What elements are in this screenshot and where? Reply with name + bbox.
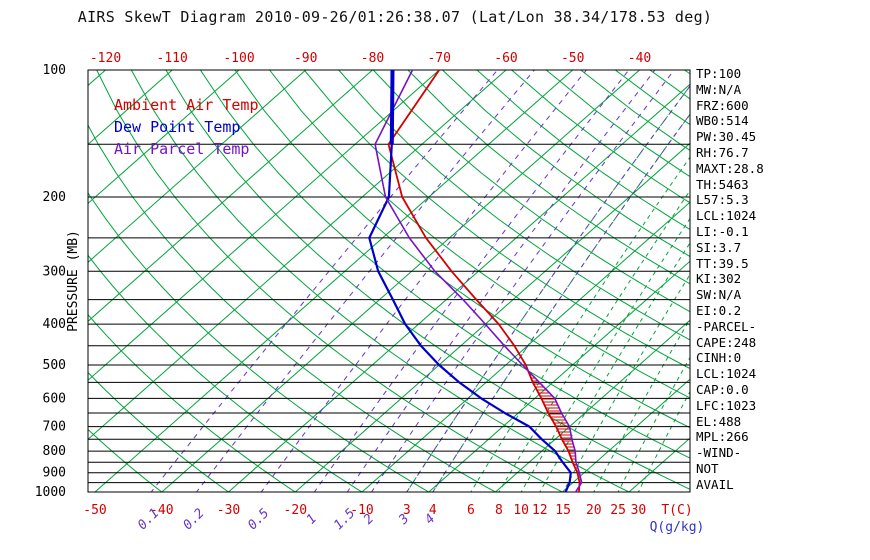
q-unit-label: Q(g/kg) (650, 520, 705, 535)
mixing-ratio-small-tick: 0.5 (245, 506, 272, 533)
plot-border (87, 69, 691, 493)
stat-line: CINH:0 (696, 350, 742, 366)
stat-line: EL:488 (696, 413, 742, 429)
stat-line: AVAIL (696, 476, 734, 492)
stat-line: SW:N/A (696, 287, 742, 303)
bottom-temp-tick: -20 (284, 503, 307, 518)
ambient-air-temp-curve (387, 70, 581, 492)
pressure-tick: 900 (43, 466, 66, 481)
stat-line: WB0:514 (696, 113, 749, 129)
top-temp-tick: -90 (294, 51, 317, 66)
stat-line: TT:39.5 (696, 255, 749, 271)
mixing-ratio-lines-purple (150, 70, 690, 492)
stat-line: NOT (696, 460, 719, 476)
pressure-axis-label: PRESSURE (MB) (66, 230, 81, 332)
top-temp-tick: -70 (427, 51, 450, 66)
stats-panel: TP:100 MW:N/A FRZ:600 WB0:514 PW:30.45 RH:76.… (696, 66, 764, 493)
stat-line: LCL:1024 (696, 366, 757, 382)
mixing-ratio-small-tick: 1 (304, 511, 320, 527)
top-temp-tick: -110 (157, 51, 188, 66)
pressure-tick: 1000 (35, 485, 66, 500)
top-temp-tick: -50 (561, 51, 584, 66)
pressure-tick: 800 (43, 444, 66, 459)
stat-line: TH:5463 (696, 176, 749, 192)
bottom-temp-tick: -10 (350, 503, 373, 518)
legend: Ambient Air Temp Dew Point Temp Air Parcel… (114, 94, 259, 160)
legend-dew-point-temp: Dew Point Temp (114, 118, 241, 136)
pressure-tick: 300 (43, 264, 66, 279)
dry-adiabat-lines (88, 70, 690, 492)
stat-line: SI:3.7 (696, 239, 742, 255)
pressure-tick: 600 (43, 391, 66, 406)
stat-line: EI:0.2 (696, 302, 742, 318)
top-temp-tick: -40 (628, 51, 651, 66)
mixing-ratio-tick: 10 (513, 503, 529, 518)
bottom-temp-tick: -50 (83, 503, 106, 518)
pressure-tick: 500 (43, 358, 66, 373)
pressure-tick: 200 (43, 190, 66, 205)
top-temp-tick: -120 (90, 51, 121, 66)
temp-unit-label: T(C) (661, 503, 692, 518)
mixing-ratio-tick: 30 (631, 503, 647, 518)
stat-line: -WIND- (696, 445, 742, 461)
top-temp-tick: -100 (223, 51, 254, 66)
stat-line: MPL:266 (696, 429, 749, 445)
bottom-temp-tick: -30 (217, 503, 240, 518)
stat-line: PW:30.45 (696, 129, 757, 145)
bottom-temp-tick: -40 (150, 503, 173, 518)
top-temp-tick: -80 (361, 51, 384, 66)
legend-air-parcel-temp: Air Parcel Temp (114, 140, 250, 158)
top-temp-tick: -60 (494, 51, 517, 66)
mixing-ratio-tick: 6 (467, 503, 475, 518)
stat-line: LI:-0.1 (696, 223, 749, 239)
air-parcel-temp-curve (374, 70, 583, 492)
mixing-ratio-tick: 12 (532, 503, 548, 518)
pressure-tick: 100 (43, 63, 66, 78)
stat-line: KI:302 (696, 271, 742, 287)
stat-line: CAPE:248 (696, 334, 757, 350)
mixing-ratio-tick: 25 (610, 503, 626, 518)
stat-line: -PARCEL- (696, 318, 757, 334)
chart-title: AIRS SkewT Diagram 2010-09-26/01:26:38.0… (77, 8, 713, 26)
pressure-tick: 700 (43, 420, 66, 435)
mixing-ratio-tick: 20 (586, 503, 602, 518)
stat-line: MAXT:28.8 (696, 160, 764, 176)
mixing-ratio-tick: 4 (429, 503, 437, 518)
stat-line: L57:5.3 (696, 192, 749, 208)
stat-line: MW:N/A (696, 81, 742, 97)
mixing-ratio-tick: 15 (555, 503, 571, 518)
mixing-ratio-tick: 3 (403, 503, 411, 518)
mixing-ratio-tick: 8 (495, 503, 503, 518)
mixing-ratio-small-tick: 0.2 (180, 506, 207, 533)
stat-line: TP:100 (696, 66, 742, 81)
stat-line: LFC:1023 (696, 397, 757, 413)
stat-line: CAP:0.0 (696, 381, 749, 397)
dewpoint-top-bold-segment (389, 69, 395, 145)
stat-line: RH:76.7 (696, 144, 749, 160)
stat-line: FRZ:600 (696, 97, 749, 113)
pressure-tick: 400 (43, 317, 66, 332)
dew-point-temp-curve (368, 70, 572, 492)
stat-line: LCL:1024 (696, 208, 757, 224)
legend-ambient-air-temp: Ambient Air Temp (114, 96, 259, 114)
mixing-ratio-lines-green (406, 85, 690, 492)
